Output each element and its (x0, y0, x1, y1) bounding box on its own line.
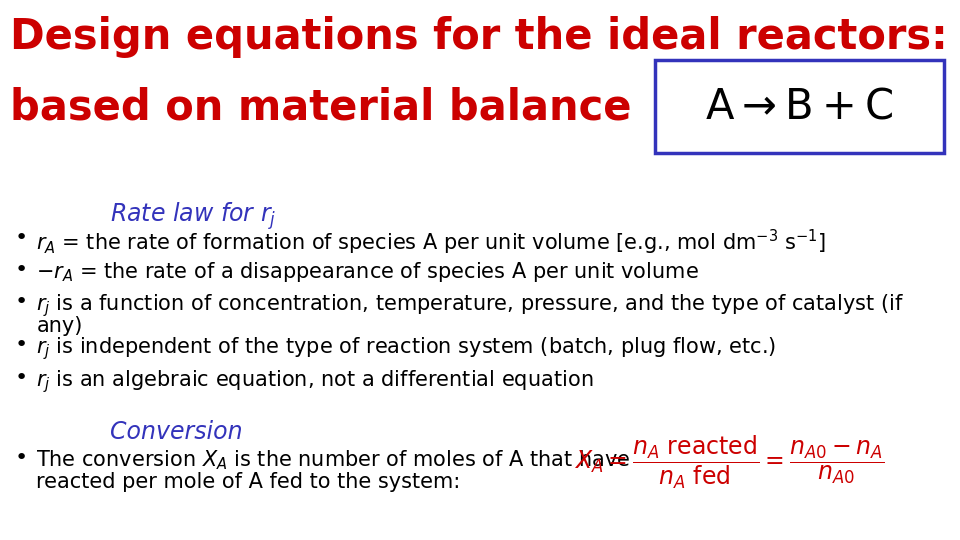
Text: Design equations for the ideal reactors:: Design equations for the ideal reactors: (10, 16, 948, 58)
Text: reacted per mole of A fed to the system:: reacted per mole of A fed to the system: (36, 472, 461, 492)
Text: •: • (14, 292, 28, 312)
Text: The conversion $X_A$ is the number of moles of A that have: The conversion $X_A$ is the number of mo… (36, 448, 631, 471)
Text: based on material balance: based on material balance (10, 86, 631, 129)
Text: Conversion: Conversion (110, 420, 243, 444)
Text: •: • (14, 368, 28, 388)
Text: any): any) (36, 316, 83, 336)
Text: $r_j$ is independent of the type of reaction system (batch, plug flow, etc.): $r_j$ is independent of the type of reac… (36, 335, 777, 362)
Text: •: • (14, 260, 28, 280)
Text: $r_A$ = the rate of formation of species A per unit volume [e.g., mol dm$^{-3}$ : $r_A$ = the rate of formation of species… (36, 228, 827, 257)
Text: $X_A = \dfrac{n_A \mathrm{\ reacted}}{n_A \mathrm{\ fed}} = \dfrac{n_{A0} - n_A}: $X_A = \dfrac{n_A \mathrm{\ reacted}}{n_… (574, 434, 885, 491)
Text: $-r_A$ = the rate of a disappearance of species A per unit volume: $-r_A$ = the rate of a disappearance of … (36, 260, 699, 284)
Text: •: • (14, 335, 28, 355)
Text: $\mathrm{A \rightarrow B + C}$: $\mathrm{A \rightarrow B + C}$ (706, 86, 893, 127)
Text: •: • (14, 228, 28, 248)
Text: $r_j$ is a function of concentration, temperature, pressure, and the type of cat: $r_j$ is a function of concentration, te… (36, 292, 904, 319)
Text: $r_j$ is an algebraic equation, not a differential equation: $r_j$ is an algebraic equation, not a di… (36, 368, 594, 395)
Text: •: • (14, 448, 28, 468)
Text: Rate law for $r_j$: Rate law for $r_j$ (110, 200, 276, 232)
FancyBboxPatch shape (655, 60, 944, 153)
